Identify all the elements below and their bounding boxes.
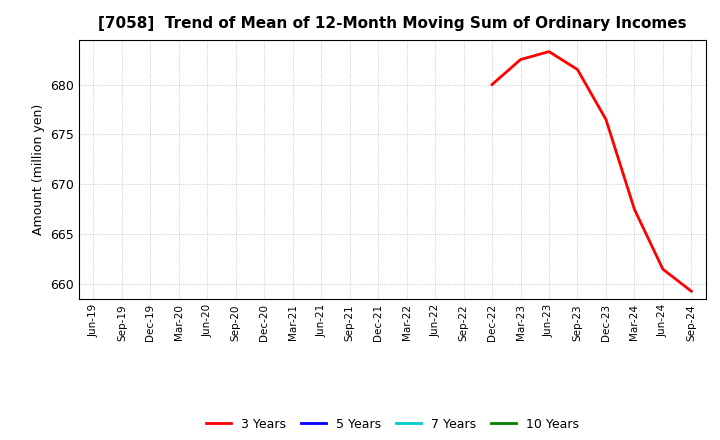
Y-axis label: Amount (million yen): Amount (million yen) xyxy=(32,104,45,235)
Legend: 3 Years, 5 Years, 7 Years, 10 Years: 3 Years, 5 Years, 7 Years, 10 Years xyxy=(201,413,584,436)
Title: [7058]  Trend of Mean of 12-Month Moving Sum of Ordinary Incomes: [7058] Trend of Mean of 12-Month Moving … xyxy=(98,16,687,32)
